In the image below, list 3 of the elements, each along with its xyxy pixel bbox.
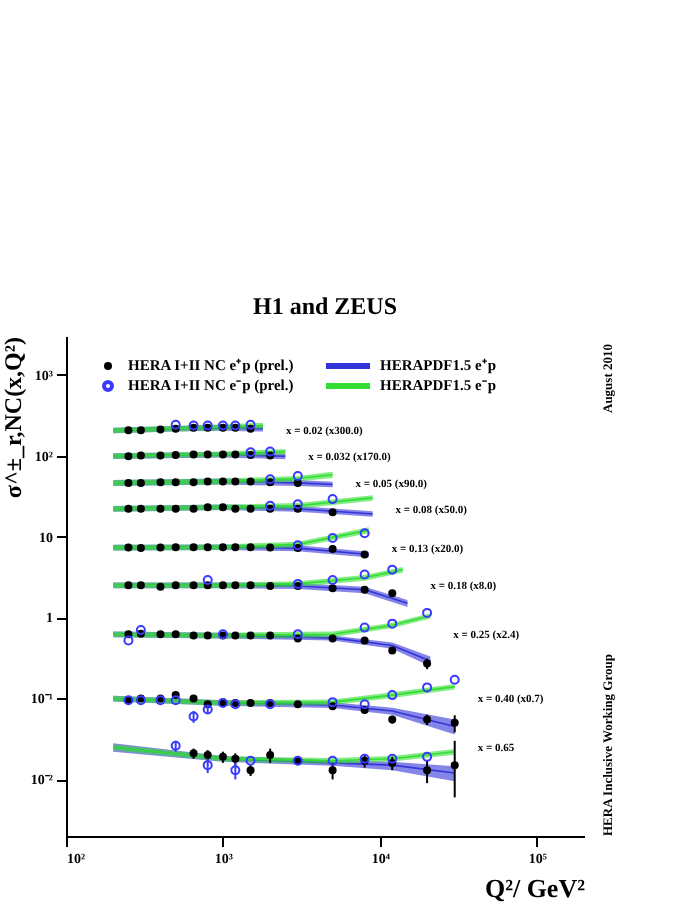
x-axis-title: Q²/ GeV² [484, 873, 586, 902]
y-axis-title: σ^±_r,NC(x,Q²) [0, 337, 27, 499]
chart-title: H1 and ZEUS [252, 292, 398, 320]
